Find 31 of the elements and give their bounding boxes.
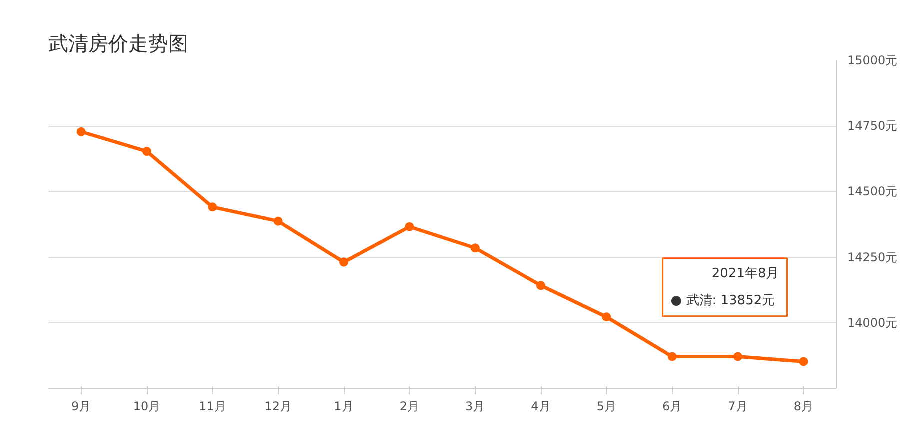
point [470,244,480,253]
point [274,216,283,226]
x-tick-label: 3月 [466,400,486,414]
point [799,357,808,366]
x-tick-label: 4月 [531,400,551,414]
point [734,352,742,362]
x-tick-label: 1月 [334,400,354,414]
x-tick-label: 9月 [72,400,92,414]
x-tick-label: 8月 [794,400,814,414]
y-tick-label: 14250元 [848,250,898,264]
point [405,222,414,232]
x-tick-label: 5月 [596,400,616,414]
x-tick-label: 10月 [133,400,161,414]
x-tick-label: 11月 [199,400,226,414]
point [76,127,86,136]
point [340,258,348,267]
y-tick-label: 14000元 [848,316,898,330]
y-tick-label: 15000元 [848,54,898,68]
x-tick-label: 12月 [264,400,292,414]
y-tick-label: 14750元 [848,119,898,134]
annotation: 2021年8月 ● 武清: 13852元 [670,266,780,308]
point [536,281,546,290]
point [208,202,218,212]
x-tick-label: 7月 [728,400,748,414]
point [142,147,152,156]
point [602,312,612,322]
x-tick-label: 2月 [400,400,420,414]
x-tick-label: 6月 [662,400,682,414]
point [668,352,677,362]
chart-title: 武清房价走势图 [48,32,188,56]
y-tick-label: 14500元 [848,184,898,199]
